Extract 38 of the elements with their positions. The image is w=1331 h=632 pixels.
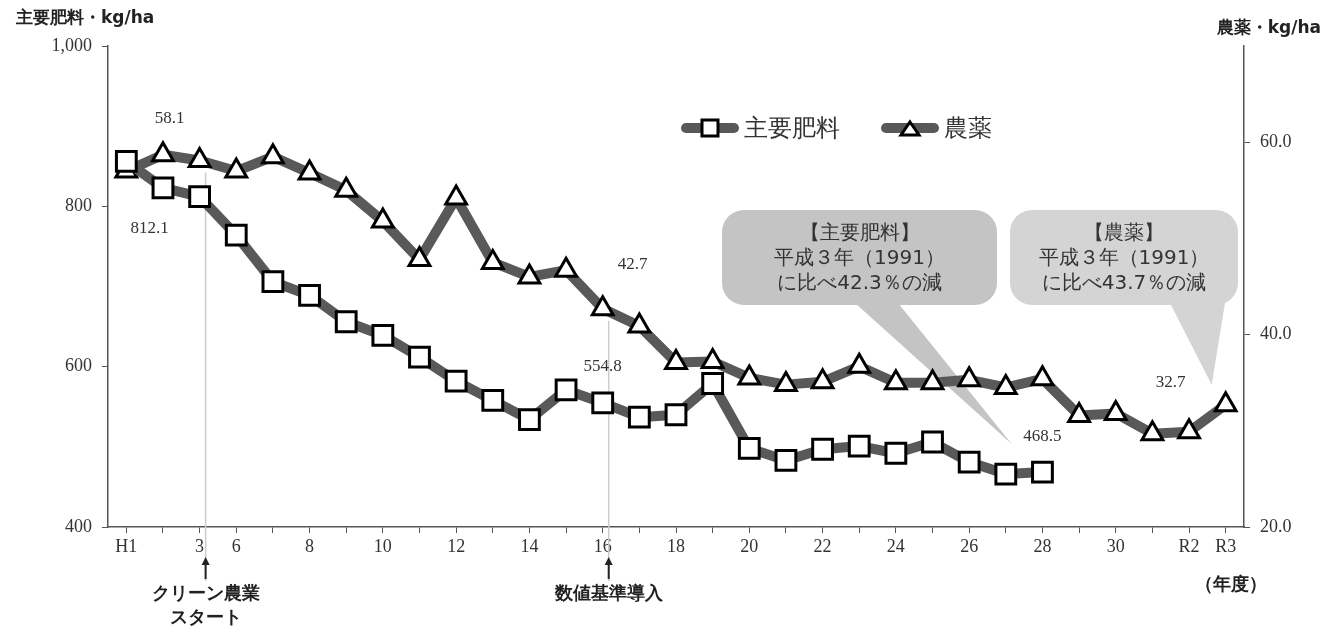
x-tick-label: 8 [305,535,315,556]
data-label: 42.7 [617,254,649,274]
x-tick-label: 14 [520,535,539,556]
y2-tick-label: 40.0 [1260,323,1292,344]
data-label: 554.8 [583,356,622,376]
x-tick-label: 22 [813,535,832,556]
x-tick-label: R2 [1178,535,1200,556]
data-label: 58.1 [154,107,185,127]
x-tick-label: 3 [195,535,205,556]
x-tick-label: 6 [231,535,241,556]
data-label: 812.1 [130,218,169,238]
x-axis-title: （年度） [1195,573,1267,596]
x-tick-label: 18 [667,535,685,556]
y-tick-label: 400 [65,515,92,536]
x-tick-label: 10 [373,535,392,556]
ref-line-label: クリーン農業スタート [150,582,261,629]
y2-tick-label: 20.0 [1260,515,1292,536]
y2-axis-title: 農薬・kg/ha [1216,16,1321,39]
y-tick-label: 800 [65,195,92,216]
x-tick-label: 12 [447,535,466,556]
y-axis-title: 主要肥料・kg/ha [16,6,155,29]
x-tick-label: H1 [115,535,138,556]
legend-label: 農薬 [944,113,992,144]
legend-label: 主要肥料 [744,113,840,144]
x-tick-label: 24 [886,535,905,556]
data-label: 468.5 [1023,425,1062,445]
x-tick-label: R3 [1215,535,1237,556]
annotation: 【農薬】平成３年（1991）に比べ43.7％の減 [1037,220,1211,295]
y-tick-label: 600 [65,355,92,376]
data-label: 32.7 [1155,372,1187,392]
annotation: 【主要肥料】平成３年（1991）に比べ42.3％の減 [773,220,946,295]
x-tick-label: 28 [1033,535,1052,556]
y2-tick-label: 60.0 [1260,130,1292,151]
x-tick-label: 20 [740,535,759,556]
y-tick-label: 1,000 [51,34,92,55]
ref-line-label: 数値基準導入 [553,582,664,605]
x-tick-label: 30 [1106,535,1125,556]
x-tick-label: 26 [960,535,979,556]
